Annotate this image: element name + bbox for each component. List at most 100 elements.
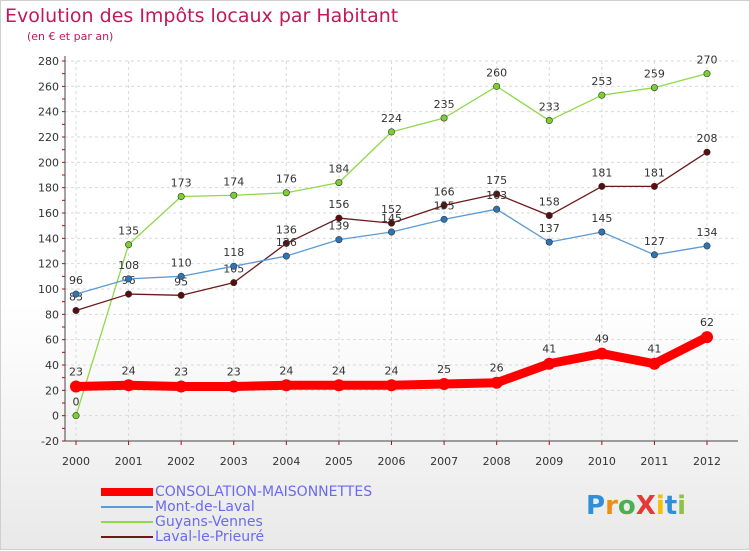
data-label: 126 <box>276 236 297 249</box>
data-label: 134 <box>697 226 718 239</box>
y-tick-label: 260 <box>38 80 59 93</box>
x-tick-label: 2004 <box>272 455 300 468</box>
data-label: 41 <box>542 343 556 356</box>
legend-swatch <box>101 521 153 523</box>
data-point <box>545 212 553 220</box>
data-label: 176 <box>276 173 297 186</box>
data-point <box>545 117 553 125</box>
data-point <box>650 182 658 190</box>
data-label: 270 <box>697 54 718 67</box>
data-point <box>70 380 82 393</box>
y-tick-label: 160 <box>38 207 59 220</box>
data-label: 23 <box>227 366 241 379</box>
data-point <box>387 219 395 227</box>
legend-swatch <box>101 536 153 538</box>
chart-title: Evolution des Impôts locaux par Habitant <box>5 5 399 27</box>
data-label: 136 <box>276 223 297 236</box>
data-label: 175 <box>486 174 507 187</box>
y-tick-label: 240 <box>38 106 59 119</box>
data-label: 259 <box>644 68 665 81</box>
data-label: 224 <box>381 112 402 125</box>
x-tick-label: 2005 <box>325 455 353 468</box>
logo-letter: t <box>664 491 678 521</box>
data-label: 158 <box>539 196 560 209</box>
data-point <box>438 378 451 390</box>
logo-letter: X <box>635 491 656 521</box>
proxiti-logo: ProXiti <box>586 491 686 521</box>
data-point <box>703 148 711 156</box>
x-tick-label: 2010 <box>588 455 616 468</box>
data-point <box>595 347 608 360</box>
data-label: 208 <box>697 132 718 145</box>
legend-label: Laval-le-Prieuré <box>155 529 265 545</box>
data-label: 174 <box>223 175 244 188</box>
data-point <box>703 70 711 78</box>
x-tick-label: 2003 <box>220 455 248 468</box>
data-label: 49 <box>595 333 609 346</box>
data-label: 110 <box>171 256 192 269</box>
data-point <box>440 114 448 122</box>
data-label: 26 <box>490 362 504 375</box>
x-tick-label: 2001 <box>115 455 143 468</box>
data-label: 181 <box>644 166 665 179</box>
data-point <box>125 275 133 283</box>
x-tick-label: 2000 <box>62 455 90 468</box>
legend-swatch <box>101 488 153 496</box>
y-tick-label: 280 <box>38 55 59 68</box>
data-label: 155 <box>434 199 455 212</box>
data-point <box>72 307 80 315</box>
data-point <box>282 189 290 197</box>
chart-subtitle: (en € et par an) <box>27 30 114 43</box>
data-point <box>335 236 343 244</box>
data-label: 235 <box>434 98 455 111</box>
data-label: 24 <box>279 364 293 377</box>
data-label: 95 <box>174 275 188 288</box>
data-label: 233 <box>539 101 560 114</box>
y-tick-label: 60 <box>45 334 59 347</box>
data-label: 24 <box>122 364 136 377</box>
data-label: 127 <box>644 235 665 248</box>
logo-letter: r <box>605 491 618 521</box>
logo-letter: o <box>617 491 636 521</box>
x-tick-label: 2012 <box>693 455 721 468</box>
y-tick-label: 80 <box>45 308 59 321</box>
data-point <box>72 412 80 420</box>
data-label: 152 <box>381 203 402 216</box>
x-tick-label: 2008 <box>483 455 511 468</box>
data-point <box>650 84 658 92</box>
data-point <box>122 379 135 392</box>
data-point <box>125 290 133 298</box>
x-tick-label: 2002 <box>167 455 195 468</box>
logo-letter: P <box>586 491 606 521</box>
y-tick-label: 180 <box>38 182 59 195</box>
data-point <box>493 82 501 90</box>
legend-label: Mont-de-Laval <box>155 499 255 515</box>
data-point <box>385 379 398 392</box>
data-label: 24 <box>332 364 346 377</box>
data-point <box>282 239 290 247</box>
data-point <box>230 262 238 270</box>
data-point <box>701 331 713 344</box>
data-point <box>177 193 185 201</box>
y-tick-label: 0 <box>52 410 59 423</box>
legend-swatch <box>101 506 153 508</box>
data-point <box>545 238 553 246</box>
data-point <box>177 272 185 280</box>
legend-label: CONSOLATION-MAISONNETTES <box>155 484 373 500</box>
data-label: 145 <box>591 212 612 225</box>
data-point <box>282 252 290 260</box>
data-label: 96 <box>69 274 83 287</box>
data-label: 62 <box>700 316 714 329</box>
data-point <box>440 215 448 223</box>
data-point <box>598 228 606 236</box>
x-tick-label: 2006 <box>378 455 406 468</box>
data-point <box>648 357 661 370</box>
data-label: 137 <box>539 222 560 235</box>
y-tick-label: -20 <box>41 435 59 448</box>
data-label: 253 <box>591 75 612 88</box>
data-label: 139 <box>328 220 349 233</box>
data-point <box>493 205 501 213</box>
data-point <box>387 228 395 236</box>
data-point <box>125 241 133 249</box>
